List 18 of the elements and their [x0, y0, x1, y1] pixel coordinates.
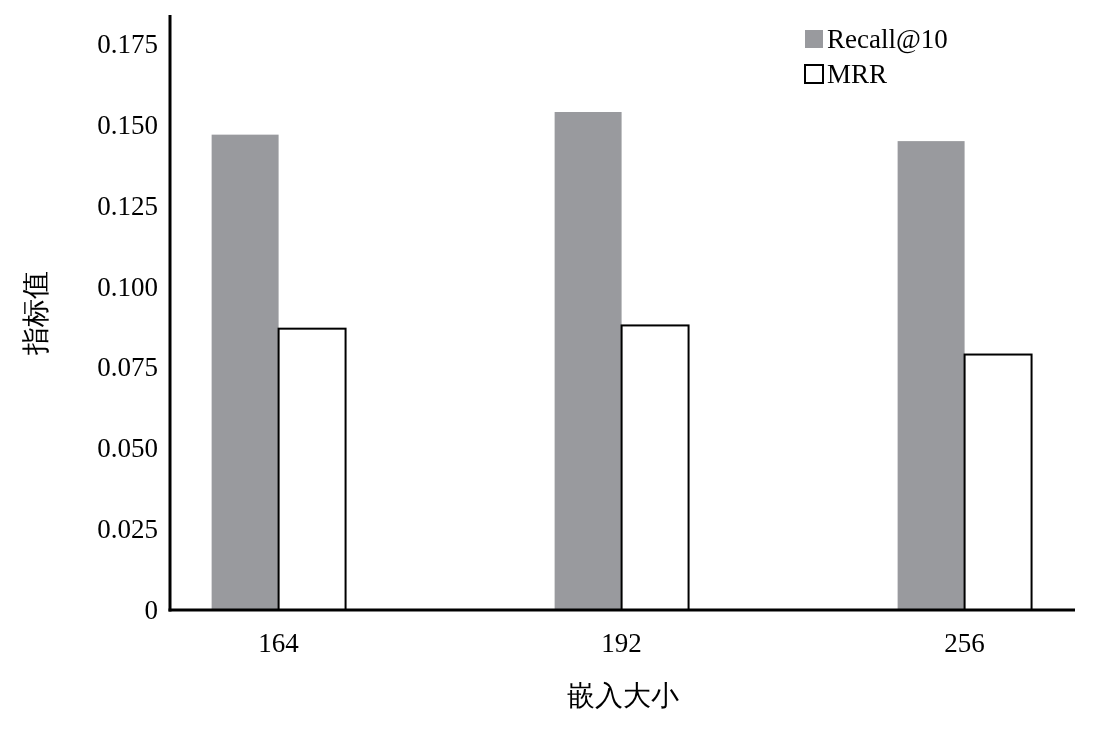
y-tick-label: 0	[144, 595, 158, 625]
x-tick-label: 192	[601, 628, 642, 658]
bar	[211, 134, 279, 610]
y-tick-label: 0.125	[97, 190, 158, 221]
y-tick-label: 0.150	[97, 109, 158, 140]
bar	[897, 141, 965, 610]
y-tick-label: 0.100	[97, 271, 158, 302]
y-tick-label: 0.175	[97, 29, 158, 60]
legend-label: Recall@10	[827, 24, 948, 54]
x-tick-label: 164	[258, 628, 300, 658]
y-tick-label: 0.075	[97, 352, 158, 383]
x-axis-title: 嵌入大小	[566, 680, 679, 711]
y-axis-title: 指标值	[20, 270, 51, 356]
y-tick-label: 0.025	[97, 514, 158, 545]
x-tick-label: 256	[944, 628, 985, 658]
y-tick-label: 0.050	[97, 433, 158, 464]
legend-label: MRR	[827, 59, 888, 89]
bar	[554, 112, 622, 610]
